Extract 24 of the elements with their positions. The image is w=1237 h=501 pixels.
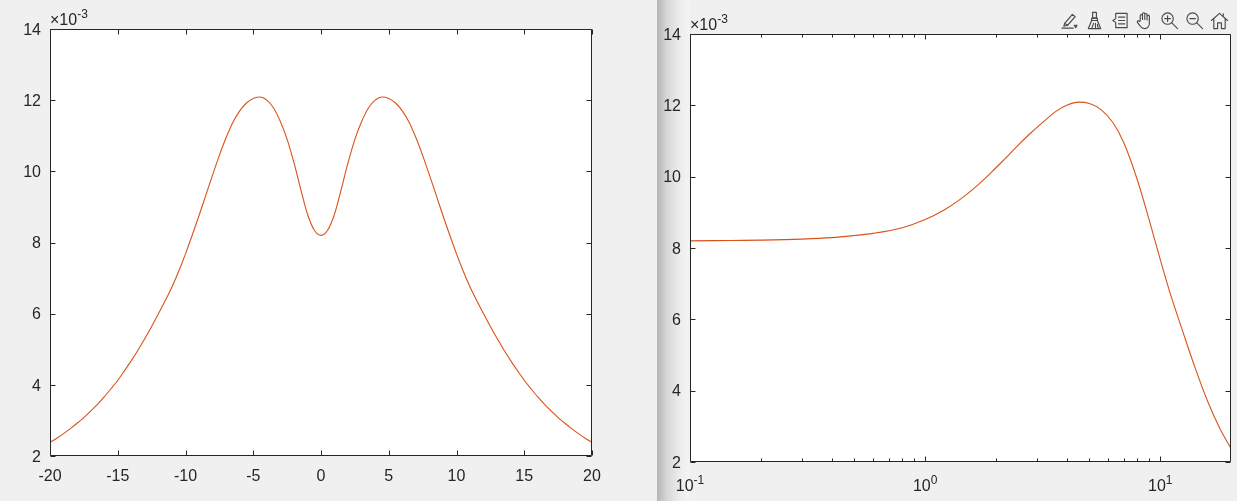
y-tick-label: 6 <box>32 305 42 323</box>
x-tick-label: 0 <box>316 466 326 484</box>
y-tick-label: 12 <box>23 91 42 109</box>
y-tick-label: 6 <box>672 311 682 329</box>
y-tick-label: 10 <box>23 163 42 181</box>
y-tick-label: 12 <box>663 97 682 115</box>
x-tick-label: -10 <box>173 466 198 484</box>
x-tick-label: 20 <box>583 466 601 484</box>
y-tick-label: 4 <box>32 376 42 394</box>
x-tick-label: 5 <box>384 466 394 484</box>
x-tick-label: 15 <box>515 466 534 484</box>
y-tick-label: 14 <box>23 20 42 38</box>
y-tick-label: 8 <box>32 234 42 252</box>
y-tick-label: 8 <box>672 239 682 257</box>
y-tick-label: 10 <box>663 168 682 186</box>
y-tick-label: 2 <box>672 453 682 471</box>
x-tick-label: -5 <box>246 466 261 484</box>
x-tick-label: -20 <box>38 466 62 484</box>
line-series <box>50 96 592 444</box>
x-tick-label: 10 <box>447 466 466 484</box>
y-tick-label: 14 <box>663 25 682 43</box>
y-tick-label: 4 <box>672 382 682 400</box>
x-tick-label: -15 <box>106 466 130 484</box>
y-tick-label: 2 <box>32 447 42 465</box>
